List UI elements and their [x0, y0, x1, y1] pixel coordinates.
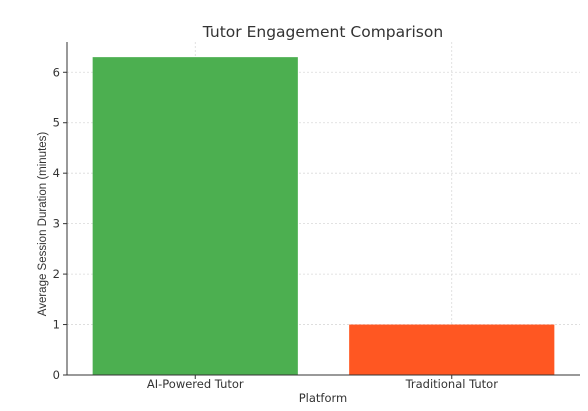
y-axis-title: Average Session Duration (minutes) [37, 132, 49, 317]
chart-title: Tutor Engagement Comparison [202, 23, 443, 41]
y-tick-label: 3 [53, 217, 60, 231]
y-tick-label: 6 [53, 65, 60, 79]
axes: 0 1 2 3 4 5 6 AI-Powered Tutor Traditional Tutor [53, 42, 580, 391]
y-tick-label: 2 [53, 267, 60, 281]
x-axis-title: Platform [299, 391, 348, 405]
y-tick-label: 1 [53, 318, 60, 332]
y-tick-label: 0 [53, 368, 60, 382]
x-tick-label: Traditional Tutor [405, 377, 499, 391]
y-tick-label: 5 [53, 116, 60, 130]
bars [92, 57, 555, 376]
y-tick-label: 4 [53, 166, 60, 180]
bar-1 [92, 57, 298, 376]
x-tick-label: AI-Powered Tutor [147, 377, 244, 391]
bar-2 [349, 324, 555, 375]
